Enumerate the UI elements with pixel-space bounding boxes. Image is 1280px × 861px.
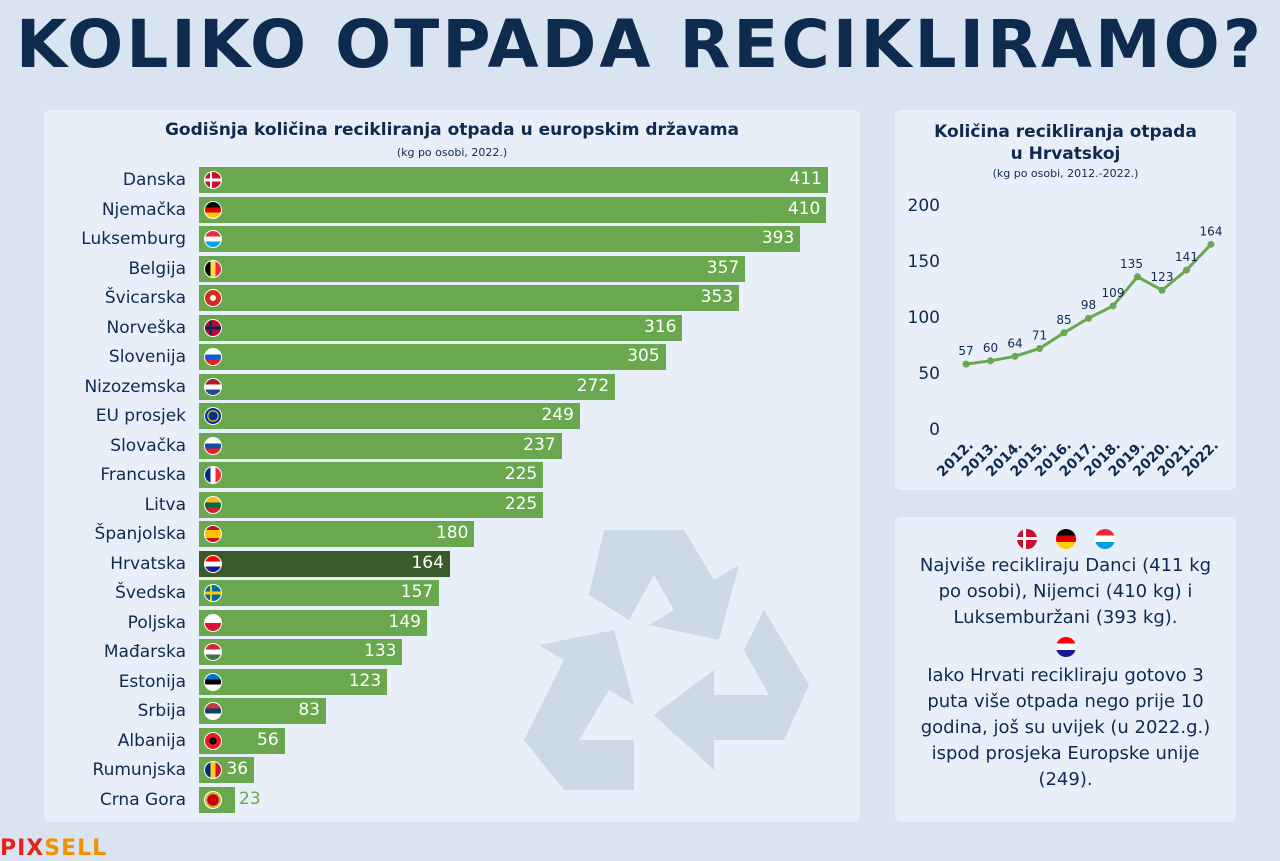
point-label: 164 xyxy=(1200,224,1223,238)
y-tick-label: 150 xyxy=(908,252,940,272)
info-panel: Najviše recikliraju Danci (411 kg po osob… xyxy=(895,517,1236,822)
data-point xyxy=(1011,352,1019,360)
y-tick-label: 0 xyxy=(929,420,940,440)
point-label: 98 xyxy=(1081,298,1096,312)
point-label: 141 xyxy=(1175,250,1198,264)
data-point xyxy=(962,360,970,368)
info-text-2: Iako Hrvati recikliraju gotovo 3 puta viš… xyxy=(920,665,1211,790)
line-chart-subtitle: (kg po osobi, 2012.-2022.) xyxy=(992,167,1139,180)
point-label: 109 xyxy=(1102,286,1125,300)
flag-luxembourg-icon xyxy=(1095,529,1115,549)
point-label: 85 xyxy=(1056,313,1071,327)
point-label: 60 xyxy=(983,341,998,355)
y-tick-label: 200 xyxy=(908,196,940,216)
data-point xyxy=(987,357,994,365)
data-point xyxy=(1158,286,1166,294)
point-label: 123 xyxy=(1151,270,1174,284)
point-label: 71 xyxy=(1032,328,1047,342)
flag-croatia-icon xyxy=(1056,637,1076,657)
y-tick-label: 50 xyxy=(918,364,940,384)
data-point xyxy=(1060,329,1068,337)
data-point xyxy=(1207,240,1215,248)
page-title: KOLIKO OTPADA RECIKLIRAMO? xyxy=(15,6,1265,83)
info-text-1: Najviše recikliraju Danci (411 kg po osob… xyxy=(919,555,1212,628)
data-point xyxy=(1183,266,1190,274)
flag-denmark-icon xyxy=(1017,529,1037,549)
point-label: 135 xyxy=(1120,257,1143,271)
data-point xyxy=(1109,302,1117,310)
data-point xyxy=(1036,344,1043,352)
line-chart-title-2: u Hrvatskoj xyxy=(1010,144,1121,164)
point-label: 57 xyxy=(958,344,973,358)
line-chart-title-1: Količina recikliranja otpada xyxy=(934,122,1197,142)
pixsell-logo: PIXSELL xyxy=(0,836,108,861)
point-label: 64 xyxy=(1007,336,1022,350)
recycle-watermark-icon xyxy=(524,530,809,790)
bar-chart-title: Godišnja količina recikliranja otpada u … xyxy=(164,120,740,140)
bar-chart-subtitle: (kg po osobi, 2022.) xyxy=(396,146,508,159)
data-point xyxy=(1134,273,1141,281)
flag-germany-icon xyxy=(1056,529,1076,549)
line-chart-panel: Količina recikliranja otpada u Hrvatskoj… xyxy=(895,110,1236,490)
y-tick-label: 100 xyxy=(908,308,940,328)
data-point xyxy=(1085,314,1092,322)
